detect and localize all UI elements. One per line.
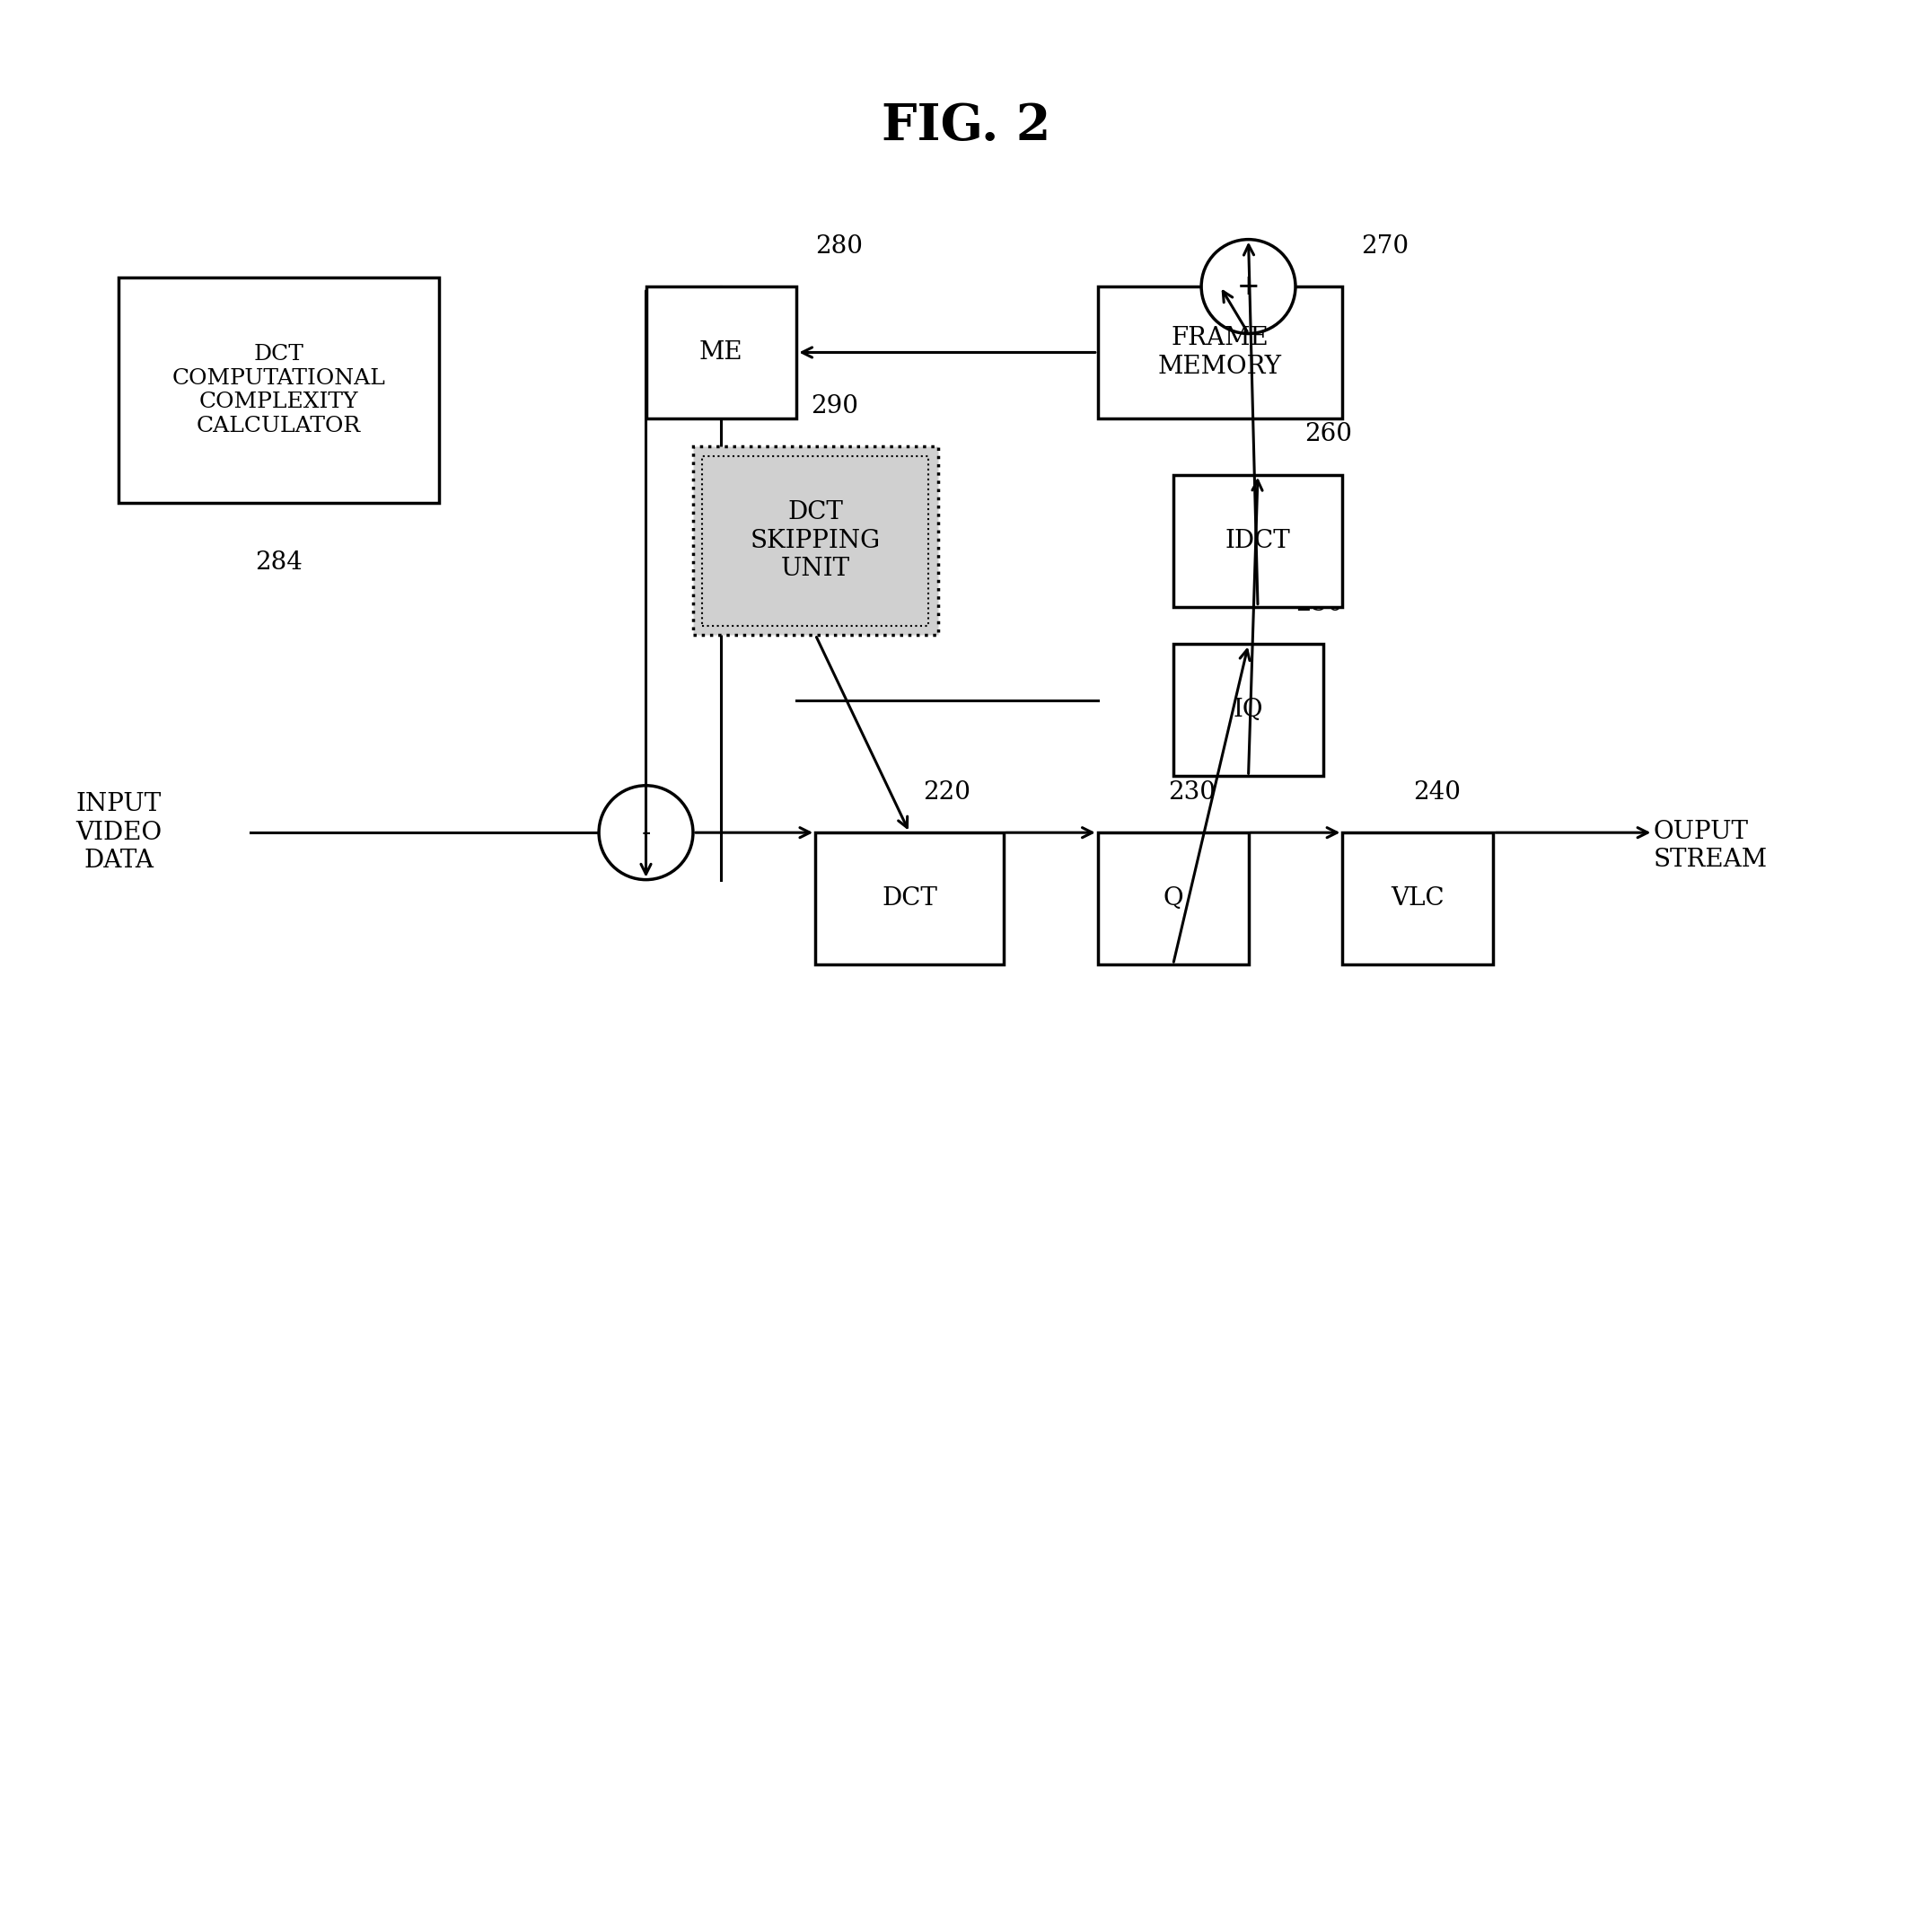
FancyBboxPatch shape — [815, 833, 1003, 965]
Circle shape — [1202, 239, 1296, 334]
FancyBboxPatch shape — [694, 447, 937, 634]
FancyBboxPatch shape — [1097, 286, 1343, 418]
Text: ME: ME — [699, 340, 744, 365]
FancyBboxPatch shape — [645, 286, 796, 418]
Text: 280: 280 — [815, 235, 864, 258]
FancyBboxPatch shape — [1343, 833, 1493, 965]
Text: 240: 240 — [1412, 779, 1461, 804]
Text: FRAME
MEMORY: FRAME MEMORY — [1157, 327, 1283, 378]
FancyBboxPatch shape — [120, 277, 439, 502]
FancyBboxPatch shape — [1173, 476, 1343, 607]
Text: 270: 270 — [1362, 235, 1408, 258]
Text: INPUT
VIDEO
DATA: INPUT VIDEO DATA — [75, 793, 162, 873]
Text: IQ: IQ — [1233, 697, 1264, 722]
Text: OUPUT
STREAM: OUPUT STREAM — [1654, 819, 1768, 871]
Text: DCT: DCT — [881, 886, 937, 911]
Text: DCT
SKIPPING
UNIT: DCT SKIPPING UNIT — [750, 500, 881, 581]
Text: -: - — [641, 819, 651, 846]
Text: 260: 260 — [1304, 422, 1352, 447]
Text: 250: 250 — [1296, 592, 1343, 617]
Text: IDCT: IDCT — [1225, 529, 1291, 552]
Text: +: + — [1236, 273, 1260, 300]
Text: FIG. 2: FIG. 2 — [881, 101, 1051, 151]
FancyBboxPatch shape — [1173, 644, 1323, 775]
Text: 230: 230 — [1169, 779, 1215, 804]
Text: 284: 284 — [255, 550, 303, 575]
Text: DCT
COMPUTATIONAL
COMPLEXITY
CALCULATOR: DCT COMPUTATIONAL COMPLEXITY CALCULATOR — [172, 344, 386, 435]
FancyBboxPatch shape — [1097, 833, 1248, 965]
Text: 220: 220 — [923, 779, 972, 804]
Circle shape — [599, 785, 694, 881]
Text: VLC: VLC — [1391, 886, 1445, 911]
Text: Q: Q — [1163, 886, 1182, 911]
Text: 290: 290 — [810, 393, 858, 418]
